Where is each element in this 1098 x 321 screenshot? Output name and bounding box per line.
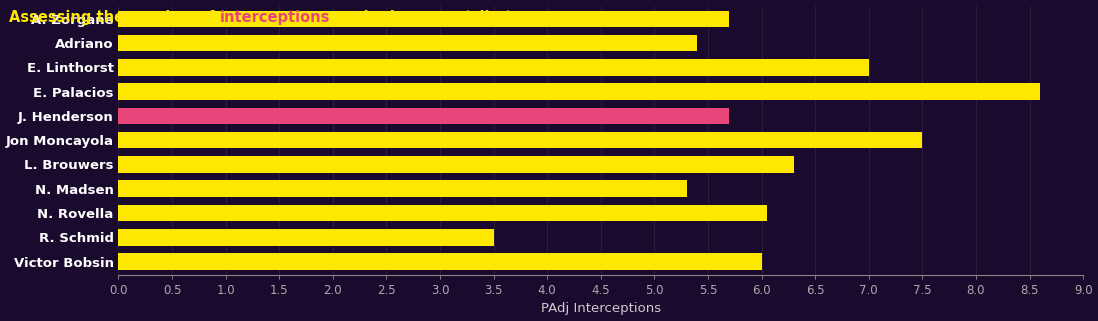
Bar [119, 156, 794, 173]
Bar [119, 253, 762, 270]
Bar [119, 132, 922, 148]
Text: Assessing the number of: Assessing the number of [9, 10, 220, 25]
Bar [119, 180, 686, 197]
Bar [119, 205, 766, 221]
X-axis label: PAdj Interceptions: PAdj Interceptions [540, 302, 661, 316]
Bar [119, 83, 1040, 100]
Bar [119, 108, 729, 124]
Bar [119, 59, 869, 76]
Bar [119, 35, 697, 51]
Text: interceptions: interceptions [220, 10, 329, 25]
Text: each player contributes.: each player contributes. [329, 10, 537, 25]
Bar [119, 11, 729, 27]
Bar [119, 229, 494, 246]
